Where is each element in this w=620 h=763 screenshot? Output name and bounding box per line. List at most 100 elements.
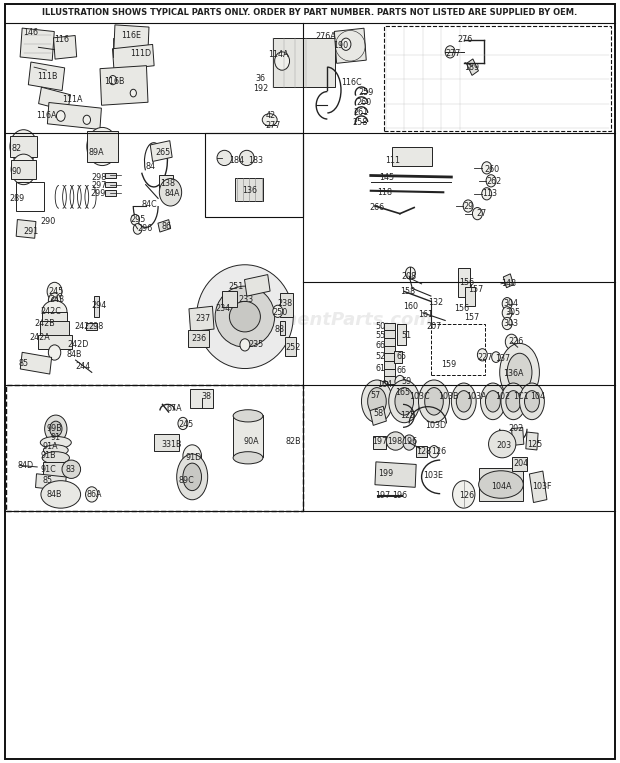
Text: 136: 136 <box>242 186 257 195</box>
Bar <box>512 427 524 446</box>
Bar <box>29 62 64 91</box>
Text: 126: 126 <box>459 491 474 501</box>
Text: 103C: 103C <box>409 392 430 401</box>
Text: 242A: 242A <box>30 333 50 342</box>
Text: 276A: 276A <box>315 32 335 41</box>
Circle shape <box>502 317 512 330</box>
Text: 99B: 99B <box>46 424 62 433</box>
Ellipse shape <box>520 383 544 420</box>
Text: 57: 57 <box>371 391 381 400</box>
Bar <box>392 146 433 166</box>
Ellipse shape <box>215 286 275 347</box>
Bar <box>384 361 395 369</box>
Bar <box>37 335 71 349</box>
Text: 266: 266 <box>369 203 384 212</box>
Bar <box>384 330 395 338</box>
Text: 156: 156 <box>454 304 469 313</box>
Bar <box>158 220 170 232</box>
Text: 190: 190 <box>334 41 348 50</box>
Text: 55: 55 <box>375 331 386 340</box>
Text: 89A: 89A <box>88 148 104 157</box>
Text: 91A: 91A <box>42 442 58 451</box>
Bar <box>466 59 479 76</box>
Text: 197: 197 <box>375 491 391 501</box>
Bar <box>384 346 395 353</box>
Text: 296: 296 <box>138 224 153 233</box>
Text: 128: 128 <box>417 447 432 456</box>
Text: 84D: 84D <box>17 461 33 470</box>
Ellipse shape <box>395 388 414 415</box>
Text: 104A: 104A <box>491 482 512 491</box>
Bar <box>105 182 116 187</box>
Ellipse shape <box>456 391 471 412</box>
Bar <box>479 468 523 501</box>
Circle shape <box>45 415 67 443</box>
Text: 294: 294 <box>92 301 107 310</box>
Bar <box>43 462 68 477</box>
Text: 237: 237 <box>195 314 211 324</box>
Circle shape <box>395 375 405 388</box>
Text: 198: 198 <box>388 436 402 446</box>
Bar <box>394 351 402 362</box>
Text: 259: 259 <box>358 88 374 97</box>
Circle shape <box>86 487 98 502</box>
Text: 85: 85 <box>19 359 29 368</box>
Circle shape <box>183 445 202 468</box>
Text: 277: 277 <box>265 121 281 130</box>
Text: 125: 125 <box>400 410 415 420</box>
Text: 243: 243 <box>50 295 64 304</box>
Ellipse shape <box>525 391 539 412</box>
Bar <box>244 275 270 296</box>
Text: 116C: 116C <box>341 78 361 87</box>
Text: 227: 227 <box>477 353 493 362</box>
Text: 251: 251 <box>228 282 244 291</box>
Text: 42: 42 <box>265 111 275 121</box>
Ellipse shape <box>229 301 260 332</box>
Text: 245: 245 <box>48 287 64 296</box>
Circle shape <box>178 417 188 430</box>
Text: 156: 156 <box>459 278 474 287</box>
Bar <box>384 26 611 131</box>
Bar <box>503 274 513 288</box>
Text: 189: 189 <box>464 63 479 72</box>
Ellipse shape <box>87 127 118 166</box>
Text: 84: 84 <box>146 162 156 171</box>
Ellipse shape <box>233 452 263 464</box>
Text: 126: 126 <box>431 447 446 456</box>
Bar <box>222 291 237 307</box>
Bar <box>190 389 213 407</box>
Circle shape <box>47 282 62 301</box>
Text: 207: 207 <box>427 322 442 331</box>
Text: 136A: 136A <box>503 369 524 378</box>
Circle shape <box>50 421 62 436</box>
Ellipse shape <box>11 154 36 185</box>
Circle shape <box>51 297 58 304</box>
Text: 304: 304 <box>503 299 518 308</box>
Bar <box>280 293 293 317</box>
Bar <box>154 434 179 451</box>
Text: 236: 236 <box>191 334 206 343</box>
Text: 260: 260 <box>485 165 500 174</box>
Text: 103F: 103F <box>532 482 551 491</box>
Bar <box>100 66 148 105</box>
Ellipse shape <box>41 481 81 508</box>
Text: 203: 203 <box>496 441 511 450</box>
Text: 277: 277 <box>445 49 461 58</box>
Text: 36: 36 <box>255 74 265 83</box>
Ellipse shape <box>451 383 476 420</box>
Ellipse shape <box>500 343 539 401</box>
Circle shape <box>130 89 136 97</box>
Bar <box>42 312 67 326</box>
Ellipse shape <box>389 380 420 423</box>
Text: 183: 183 <box>248 156 263 165</box>
Circle shape <box>273 305 283 317</box>
Circle shape <box>133 224 142 234</box>
Text: 265: 265 <box>155 148 170 157</box>
Text: 159: 159 <box>441 360 457 369</box>
Circle shape <box>502 298 512 310</box>
Bar <box>384 323 395 330</box>
Bar <box>384 376 395 384</box>
Circle shape <box>48 293 61 308</box>
Text: 299: 299 <box>90 189 105 198</box>
Text: 164: 164 <box>377 380 392 389</box>
